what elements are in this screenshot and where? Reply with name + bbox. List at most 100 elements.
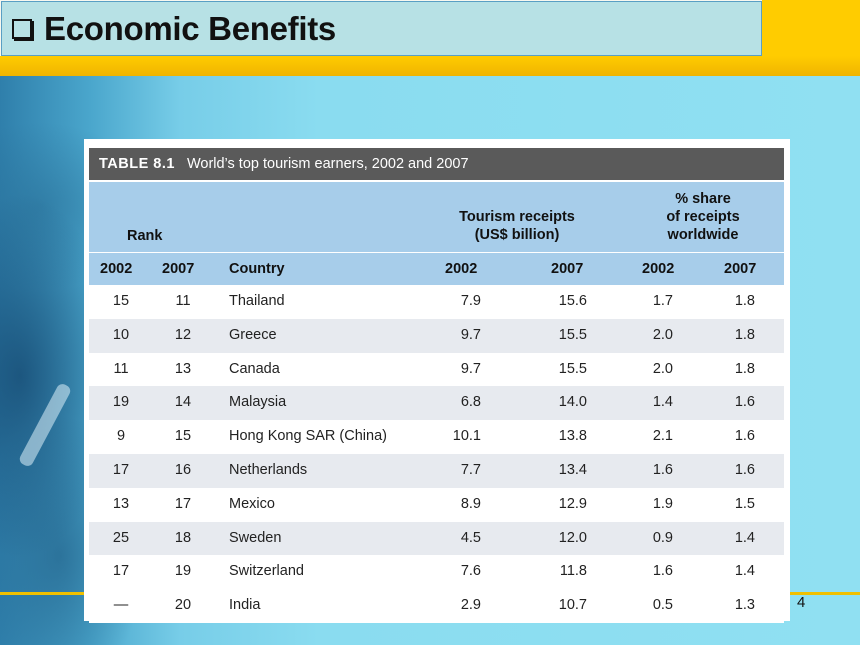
cell-share-2002: 1.6 (652, 563, 673, 580)
yellow-corner-accent (762, 0, 860, 62)
cell-share-2002: 1.7 (652, 293, 673, 309)
cell-rank-2002: 25 (112, 529, 130, 546)
group-share-line1: % share (675, 191, 731, 207)
cell-rank-2007: 16 (174, 462, 192, 478)
col-country: Country (229, 261, 285, 277)
cell-rank-2007: 20 (174, 597, 192, 614)
cell-receipts-2007: 13.4 (558, 462, 587, 478)
table-row: 10 12 Greece 9.7 15.5 2.0 1.8 (89, 318, 784, 353)
cell-country: Hong Kong SAR (China) (229, 428, 387, 445)
table-row: 17 19 Switzerland 7.6 11.8 1.6 1.4 (89, 555, 784, 589)
table-number: TABLE 8.1 (99, 156, 175, 172)
cell-receipts-2002: 7.9 (460, 293, 481, 309)
cell-rank-2007: 13 (174, 360, 192, 377)
table-column-header: 2002 2007 Country 2002 2007 2002 2007 (89, 252, 784, 285)
col-rank-2007: 2007 (162, 261, 195, 277)
cell-receipts-2002: 10.1 (452, 428, 481, 445)
cell-receipts-2007: 12.9 (558, 495, 587, 512)
table-row: 25 18 Sweden 4.5 12.0 0.9 1.4 (89, 521, 784, 556)
cell-receipts-2002: 9.7 (460, 326, 481, 343)
cell-share-2007: 1.3 (734, 597, 755, 614)
cell-rank-2007: 19 (174, 563, 192, 580)
tourism-table: TABLE 8.1 World’s top tourism earners, 2… (84, 139, 790, 623)
cell-receipts-2002: 8.9 (460, 495, 481, 512)
cell-receipts-2002: 7.6 (460, 563, 481, 580)
cell-rank-2002: 13 (112, 495, 130, 512)
cell-receipts-2007: 10.7 (558, 597, 587, 614)
cell-receipts-2007: 12.0 (558, 529, 587, 546)
cell-receipts-2007: 15.5 (558, 326, 587, 343)
cell-share-2002: 0.9 (652, 529, 673, 546)
checkbox-bullet-icon (12, 18, 32, 39)
cell-country: Switzerland (229, 563, 304, 580)
cell-country: Mexico (229, 495, 275, 512)
col-receipts-2002: 2002 (445, 261, 478, 277)
table-row: 19 14 Malaysia 6.8 14.0 1.4 1.6 (89, 386, 784, 421)
table-group-header: Rank Tourism receipts (US$ billion) % sh… (89, 182, 784, 252)
cell-rank-2002: 19 (112, 394, 130, 411)
cell-receipts-2002: 4.5 (460, 529, 481, 546)
group-receipts-line1: Tourism receipts (459, 209, 575, 225)
group-receipts-line2: (US$ billion) (474, 227, 560, 243)
cell-share-2002: 1.9 (652, 495, 673, 512)
cell-receipts-2002: 6.8 (460, 394, 481, 411)
table-row: 11 13 Canada 9.7 15.5 2.0 1.8 (89, 353, 784, 387)
cell-country: Malaysia (229, 394, 287, 411)
cell-share-2007: 1.6 (734, 394, 755, 411)
cell-share-2002: 0.5 (652, 597, 673, 614)
cell-country: Sweden (229, 529, 282, 546)
cell-share-2002: 2.0 (652, 326, 673, 343)
cell-rank-2007: 12 (174, 326, 192, 343)
table-row: — 20 India 2.9 10.7 0.5 1.3 (89, 589, 784, 623)
cell-share-2007: 1.4 (734, 529, 755, 546)
cell-receipts-2007: 15.6 (558, 293, 587, 309)
cell-country: India (229, 597, 261, 614)
cell-rank-2002: 11 (113, 360, 129, 377)
col-share-2002: 2002 (642, 261, 675, 277)
yellow-stripe (0, 56, 860, 76)
cell-share-2007: 1.4 (734, 563, 755, 580)
group-share-line3: worldwide (667, 227, 739, 243)
cell-share-2007: 1.8 (734, 293, 755, 309)
cell-share-2002: 2.1 (652, 428, 673, 445)
cell-share-2007: 1.8 (734, 360, 755, 377)
table-row: 9 15 Hong Kong SAR (China) 10.1 13.8 2.1… (89, 420, 784, 454)
cell-country: Thailand (229, 293, 285, 309)
cell-share-2007: 1.8 (734, 326, 755, 343)
cell-rank-2007: 17 (174, 495, 192, 512)
cell-country: Canada (229, 360, 280, 377)
cell-country: Greece (229, 326, 277, 343)
cell-share-2007: 1.5 (734, 495, 755, 512)
cell-rank-2007: 11 (175, 293, 191, 309)
page-number: 4 (797, 594, 806, 611)
slide-title: Economic Benefits (44, 9, 336, 47)
cell-receipts-2007: 14.0 (558, 394, 587, 411)
cell-rank-2007: 15 (174, 428, 192, 445)
cell-receipts-2007: 11.8 (559, 563, 587, 580)
table-caption-bar: TABLE 8.1 World’s top tourism earners, 2… (89, 148, 784, 180)
cell-rank-2002: 9 (116, 428, 126, 445)
group-share-line2: of receipts (666, 209, 740, 225)
cell-receipts-2002: 9.7 (460, 360, 481, 377)
col-share-2007: 2007 (724, 261, 757, 277)
cell-rank-2002: 17 (112, 563, 130, 580)
cell-rank-2007: 18 (174, 529, 192, 546)
cell-rank-2002: 17 (112, 462, 130, 478)
cell-share-2007: 1.6 (734, 428, 755, 445)
table-row: 15 11 Thailand 7.9 15.6 1.7 1.8 (89, 285, 784, 319)
slide-title-box: Economic Benefits (1, 1, 762, 56)
table-caption: World’s top tourism earners, 2002 and 20… (186, 156, 469, 172)
col-rank-2002: 2002 (100, 261, 133, 277)
cell-share-2002: 1.4 (652, 394, 673, 411)
col-receipts-2007: 2007 (551, 261, 584, 277)
cell-country: Netherlands (229, 462, 308, 478)
cell-rank-2002: 10 (112, 326, 130, 343)
cell-receipts-2007: 13.8 (558, 428, 587, 445)
cell-receipts-2002: 2.9 (460, 597, 481, 614)
cell-rank-2007: 14 (174, 394, 192, 411)
cell-share-2002: 1.6 (652, 462, 673, 478)
cell-receipts-2002: 7.7 (460, 462, 481, 478)
cell-rank-2002: 15 (112, 293, 130, 309)
group-rank: Rank (127, 228, 163, 244)
table-row: 17 16 Netherlands 7.7 13.4 1.6 1.6 (89, 454, 784, 488)
